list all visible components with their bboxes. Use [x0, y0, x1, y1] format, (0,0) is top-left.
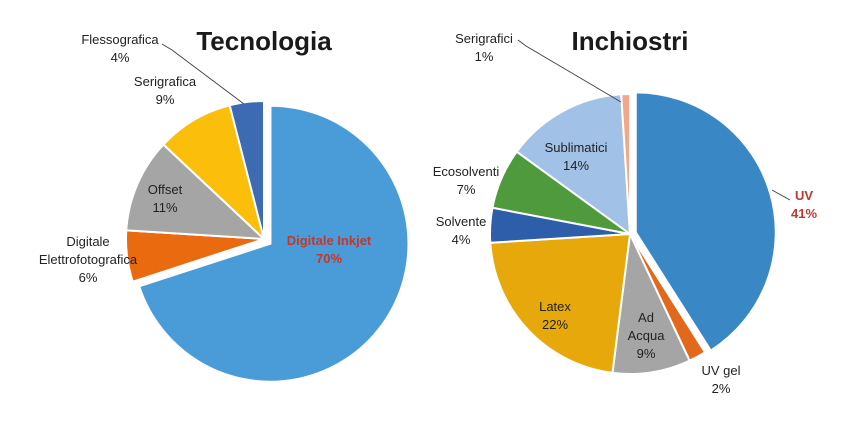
pie-slice-sublimatici — [515, 93, 632, 237]
leader-line-uv — [771, 189, 791, 201]
pie-slice-flessografica — [228, 99, 265, 240]
data-label-flessografica: Flessografica 4% — [81, 32, 159, 65]
data-label-latex: Latex 22% — [539, 299, 571, 332]
chart-title-inchiostri: Inchiostri — [571, 26, 688, 56]
pie-slice-digitale-inkjet — [137, 104, 410, 383]
pie-slice-uv — [634, 91, 777, 352]
leader-line-flessografica — [161, 43, 245, 105]
data-label-ad-acqua: Ad Acqua 9% — [628, 310, 666, 361]
data-label-digitale-inkjet: Digitale Inkjet 70% — [287, 233, 372, 266]
data-label-uv-gel: UV gel 2% — [701, 363, 740, 396]
chart-inchiostri: Inchiostri UV 41% UV gel 2% Ad Acqua 9% Latex 22… — [433, 26, 818, 396]
data-label-serigrafica: Serigrafica 9% — [134, 74, 197, 107]
data-label-ecosolventi: Ecosolventi 7% — [433, 164, 500, 197]
data-label-digitale-elettrofotografica: Digitale Elettrofotografica 6% — [39, 234, 138, 285]
chart-title-tecnologia: Tecnologia — [196, 26, 332, 56]
pie-slice-latex — [489, 232, 632, 375]
data-label-offset: Offset 11% — [148, 182, 183, 215]
pie-slice-serigrafici — [620, 92, 631, 235]
data-label-sublimatici: Sublimatici 14% — [545, 140, 608, 173]
chart-tecnologia: Tecnologia Digitale Inkjet 70% Digitale Ele… — [39, 26, 410, 383]
data-label-solvente: Solvente 4% — [436, 214, 487, 247]
pie-slice-offset — [125, 143, 267, 241]
leader-line-serigrafici — [517, 39, 622, 103]
data-label-serigrafici: Serigrafici 1% — [455, 31, 513, 64]
pie-slice-ad-acqua — [611, 230, 691, 375]
data-label-uv: UV 41% — [791, 188, 817, 221]
